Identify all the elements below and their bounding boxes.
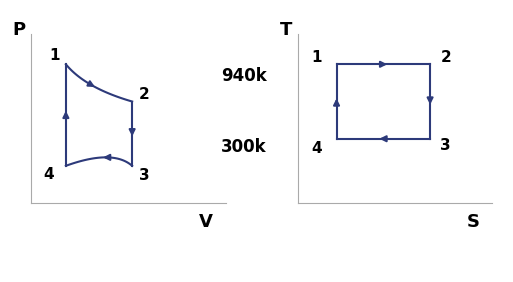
Text: 4: 4 xyxy=(312,141,322,157)
Y-axis label: P: P xyxy=(12,21,26,39)
Text: 3: 3 xyxy=(440,138,451,153)
Text: 2: 2 xyxy=(139,87,149,102)
Text: 940k: 940k xyxy=(221,67,267,85)
Text: 300k: 300k xyxy=(221,138,266,156)
X-axis label: V: V xyxy=(199,213,213,231)
Y-axis label: T: T xyxy=(280,21,292,39)
X-axis label: S: S xyxy=(466,213,480,231)
Text: 1: 1 xyxy=(49,48,60,63)
Text: 2: 2 xyxy=(440,50,451,65)
Text: 4: 4 xyxy=(43,167,54,182)
Text: 1: 1 xyxy=(312,50,322,65)
Text: 3: 3 xyxy=(139,168,149,184)
